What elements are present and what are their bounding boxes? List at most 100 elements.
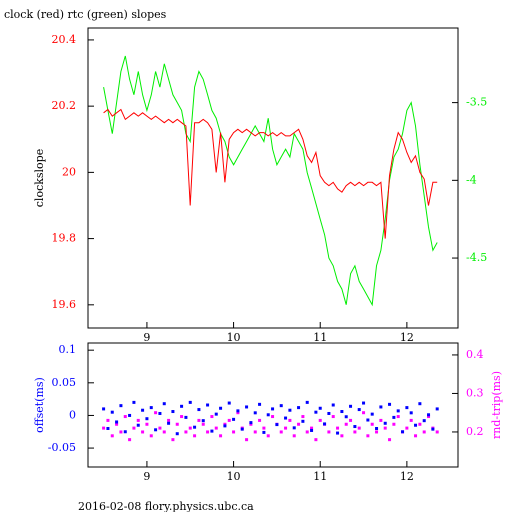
scatter-point: [396, 409, 400, 413]
scatter-point: [392, 415, 396, 419]
scatter-point: [102, 407, 106, 411]
scatter-point: [206, 430, 210, 434]
scatter-point: [305, 430, 309, 434]
scatter-point: [249, 422, 253, 426]
scatter-point: [206, 403, 210, 407]
scatter-point: [349, 418, 353, 422]
scatter-point: [344, 415, 348, 419]
scatter-point: [240, 427, 244, 431]
scatter-point: [409, 411, 413, 415]
scatter-point: [357, 408, 361, 412]
scatter-point: [366, 434, 370, 438]
plot-frame: [87, 27, 459, 329]
scatter-point: [401, 430, 405, 434]
y-tick-label: 0.05: [52, 376, 77, 389]
scatter-point: [388, 438, 392, 442]
scatter-point: [253, 411, 257, 415]
scatter-point: [327, 430, 331, 434]
scatter-point: [236, 409, 240, 413]
scatter-point: [292, 434, 296, 438]
scatter-point: [357, 426, 361, 430]
scatter-point: [149, 434, 153, 438]
y-axis-label: offset(ms): [33, 377, 46, 433]
scatter-point: [223, 422, 227, 426]
scatter-point: [110, 434, 114, 438]
x-tick-label: 12: [400, 331, 414, 344]
scatter-point: [258, 402, 262, 406]
scatter-point: [318, 418, 322, 422]
scatter-point: [175, 422, 179, 426]
scatter-point: [405, 426, 409, 430]
y-tick-label: 0.1: [59, 343, 77, 356]
scatter-point: [340, 410, 344, 414]
scatter-point: [349, 404, 353, 408]
scatter-point: [362, 401, 366, 405]
scatter-point: [301, 415, 305, 419]
scatter-point: [340, 434, 344, 438]
scatter-point: [115, 422, 119, 426]
scatter-point: [422, 430, 426, 434]
scatter-point: [279, 430, 283, 434]
scatter-point: [284, 416, 288, 420]
scatter-point: [128, 413, 132, 417]
scatter-point: [214, 412, 218, 416]
scatter-point: [123, 430, 127, 434]
scatter-point: [279, 404, 283, 408]
scatter-point: [175, 432, 179, 436]
x-tick-label: 9: [143, 470, 150, 483]
scatter-point: [171, 410, 175, 414]
scatter-point: [366, 418, 370, 422]
y2-tick-label: -4: [466, 173, 477, 186]
y2-tick-label: -3.5: [466, 96, 487, 109]
y2-tick-label: 0.3: [466, 386, 484, 399]
scatter-point: [375, 426, 379, 430]
scatter-point: [388, 402, 392, 406]
scatter-point: [435, 430, 439, 434]
scatter-point: [331, 403, 335, 407]
scatter-point: [336, 431, 340, 435]
scatter-point: [275, 423, 279, 427]
scatter-point: [271, 407, 275, 411]
scatter-point: [219, 434, 223, 438]
scatter-point: [379, 418, 383, 422]
x-tick-label: 10: [227, 331, 241, 344]
y2-tick-label: 0.4: [466, 348, 484, 361]
scatter-point: [435, 407, 439, 411]
scatter-point: [219, 406, 223, 410]
scatter-point: [154, 411, 158, 415]
scatter-point: [370, 412, 374, 416]
scatter-point: [188, 426, 192, 430]
scatter-point: [297, 422, 301, 426]
x-tick-label: 11: [313, 331, 327, 344]
scatter-point: [167, 421, 171, 425]
scatter-point: [184, 430, 188, 434]
scatter-point: [145, 422, 149, 426]
footer: 2016-02-08 flory.physics.ubc.ca: [78, 500, 254, 512]
scatter-point: [362, 411, 366, 415]
x-tick-label: 12: [400, 470, 414, 483]
plot-frame: [87, 342, 459, 468]
scatter-point: [414, 423, 418, 427]
scatter-point: [396, 415, 400, 419]
scatter-point: [266, 413, 270, 417]
scatter-point: [288, 418, 292, 422]
y2-axis-label: rnd-trip(ms): [490, 371, 503, 439]
scatter-point: [392, 422, 396, 426]
series-line: [103, 108, 438, 239]
scatter-point: [132, 400, 136, 404]
scatter-point: [227, 401, 231, 405]
scatter-point: [193, 434, 197, 438]
scatter-point: [245, 405, 249, 409]
scatter-point: [422, 419, 426, 423]
y-tick-label: -0.05: [48, 441, 76, 454]
y2-tick-label: -4.5: [466, 251, 487, 264]
scatter-point: [318, 406, 322, 410]
scatter-point: [197, 408, 201, 412]
scatter-point: [331, 415, 335, 419]
scatter-point: [201, 422, 205, 426]
y-tick-label: 0: [69, 408, 76, 421]
scatter-point: [223, 424, 227, 428]
scatter-point: [158, 426, 162, 430]
scatter-point: [180, 404, 184, 408]
scatter-point: [214, 426, 218, 430]
